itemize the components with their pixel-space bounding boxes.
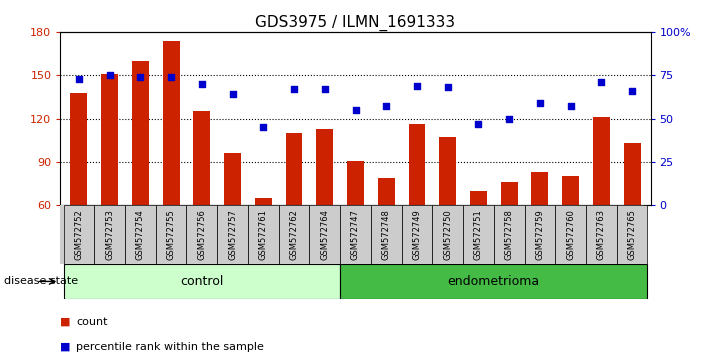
Text: ■: ■ bbox=[60, 317, 71, 327]
Text: GSM572763: GSM572763 bbox=[597, 209, 606, 260]
Bar bbox=[70, 93, 87, 205]
Bar bbox=[555, 205, 586, 264]
Text: GSM572747: GSM572747 bbox=[351, 209, 360, 260]
Bar bbox=[186, 205, 217, 264]
Text: GSM572756: GSM572756 bbox=[198, 209, 206, 260]
Bar bbox=[340, 205, 371, 264]
Text: GSM572759: GSM572759 bbox=[535, 209, 545, 260]
Point bbox=[626, 88, 638, 94]
Bar bbox=[63, 205, 95, 264]
Text: GSM572750: GSM572750 bbox=[443, 209, 452, 260]
Bar bbox=[132, 61, 149, 205]
Bar bbox=[255, 198, 272, 205]
Text: count: count bbox=[76, 317, 107, 327]
Text: GSM572748: GSM572748 bbox=[382, 209, 391, 260]
Bar bbox=[101, 74, 118, 205]
Bar bbox=[378, 178, 395, 205]
Bar bbox=[316, 129, 333, 205]
Point bbox=[596, 79, 607, 85]
Bar bbox=[217, 205, 248, 264]
Bar bbox=[616, 205, 648, 264]
Bar bbox=[402, 205, 432, 264]
Bar bbox=[562, 176, 579, 205]
Bar bbox=[95, 205, 125, 264]
Bar bbox=[432, 205, 463, 264]
Text: GSM572758: GSM572758 bbox=[505, 209, 513, 260]
Text: GSM572760: GSM572760 bbox=[566, 209, 575, 260]
Point bbox=[73, 76, 85, 81]
Bar bbox=[593, 117, 610, 205]
Text: endometrioma: endometrioma bbox=[448, 275, 540, 288]
Bar bbox=[409, 124, 425, 205]
Point bbox=[104, 73, 115, 78]
Text: ■: ■ bbox=[60, 342, 71, 352]
Text: percentile rank within the sample: percentile rank within the sample bbox=[76, 342, 264, 352]
Text: control: control bbox=[180, 275, 223, 288]
Bar bbox=[531, 172, 548, 205]
Bar bbox=[586, 205, 616, 264]
Point bbox=[196, 81, 208, 87]
Bar bbox=[224, 153, 241, 205]
Text: GSM572761: GSM572761 bbox=[259, 209, 268, 260]
Text: GSM572753: GSM572753 bbox=[105, 209, 114, 260]
Bar bbox=[163, 41, 180, 205]
Point bbox=[134, 74, 146, 80]
Point bbox=[473, 121, 484, 127]
Bar bbox=[347, 160, 364, 205]
Point bbox=[534, 100, 545, 106]
Point bbox=[380, 104, 392, 109]
Text: GSM572755: GSM572755 bbox=[166, 209, 176, 260]
Text: GSM572751: GSM572751 bbox=[474, 209, 483, 260]
Point bbox=[565, 104, 577, 109]
Text: GSM572765: GSM572765 bbox=[628, 209, 636, 260]
Point bbox=[350, 107, 361, 113]
Bar bbox=[286, 133, 302, 205]
Bar bbox=[624, 143, 641, 205]
Bar bbox=[371, 205, 402, 264]
Text: GSM572754: GSM572754 bbox=[136, 209, 145, 260]
Bar bbox=[470, 191, 487, 205]
Point bbox=[411, 83, 422, 88]
Text: GSM572752: GSM572752 bbox=[75, 209, 83, 260]
Bar bbox=[494, 205, 525, 264]
Bar bbox=[501, 182, 518, 205]
Bar bbox=[463, 205, 494, 264]
Point bbox=[289, 86, 300, 92]
Bar bbox=[279, 205, 309, 264]
Point bbox=[503, 116, 515, 121]
Text: disease state: disease state bbox=[4, 276, 77, 286]
Bar bbox=[439, 137, 456, 205]
Bar bbox=[248, 205, 279, 264]
Bar bbox=[125, 205, 156, 264]
Text: GSM572757: GSM572757 bbox=[228, 209, 237, 260]
Bar bbox=[193, 112, 210, 205]
Text: GSM572749: GSM572749 bbox=[412, 209, 422, 260]
Bar bbox=[156, 205, 186, 264]
Title: GDS3975 / ILMN_1691333: GDS3975 / ILMN_1691333 bbox=[255, 14, 456, 30]
Point bbox=[257, 124, 269, 130]
Point bbox=[442, 85, 454, 90]
Point bbox=[227, 91, 238, 97]
Text: GSM572764: GSM572764 bbox=[320, 209, 329, 260]
Bar bbox=[63, 264, 340, 299]
Bar bbox=[525, 205, 555, 264]
Bar bbox=[309, 205, 340, 264]
Point bbox=[166, 74, 177, 80]
Bar bbox=[340, 264, 648, 299]
Point bbox=[319, 86, 331, 92]
Text: GSM572762: GSM572762 bbox=[289, 209, 299, 260]
